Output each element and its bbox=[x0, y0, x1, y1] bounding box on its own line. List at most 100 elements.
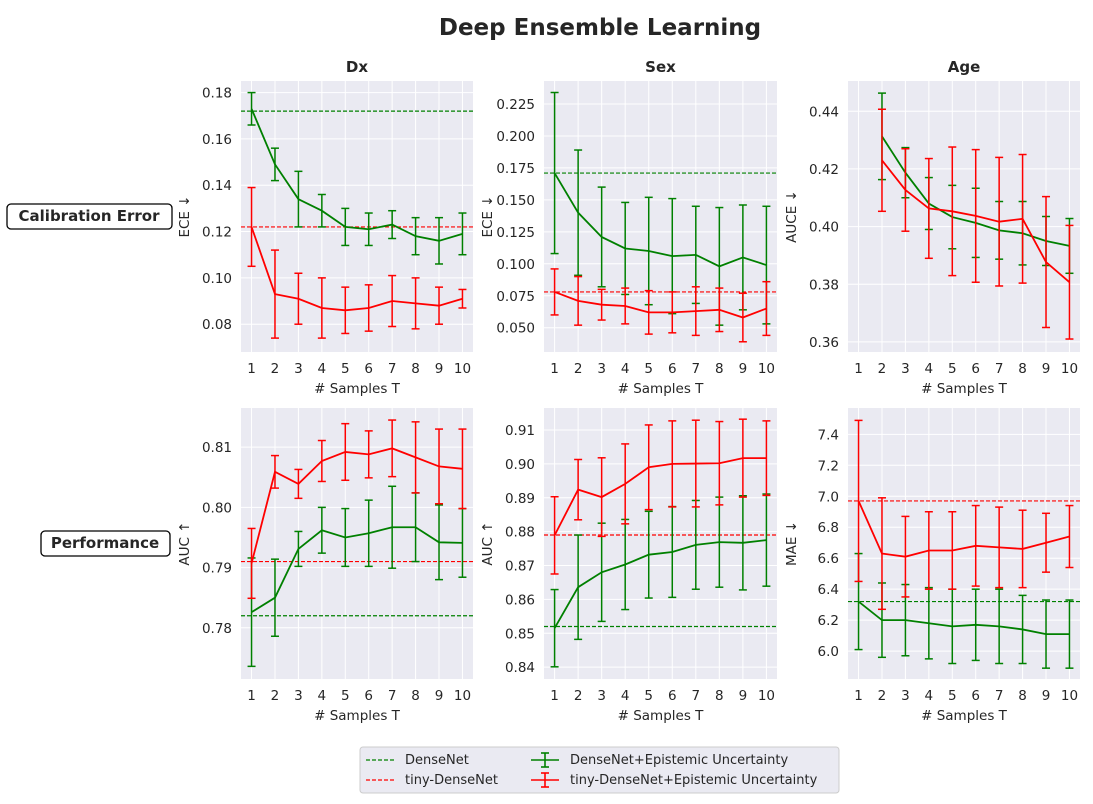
panel-dx-ece: 0.08 0.10 0.12 0.14 0.16 0.18 1 2 3 4 5 6 7 8 9 10 # Sam… bbox=[177, 58, 473, 397]
xtick-label-age-mae-9: 10 bbox=[1061, 688, 1078, 704]
ytick-label-dx-ece-0: 0.08 bbox=[202, 317, 232, 333]
y-axis-label-age-auce: AUCE ↓ bbox=[784, 190, 800, 243]
x-axis-label-dx-ece: # Samples T bbox=[314, 381, 401, 397]
panel-dx-auc: 0.78 0.79 0.80 0.81 1 2 3 4 5 6 7 8 9 10 # Samples T AU… bbox=[177, 408, 473, 724]
ytick-label-sex-ece-0: 0.050 bbox=[496, 321, 535, 337]
errorbar-sex-ece-densenet-eu-1 bbox=[550, 91, 559, 255]
legend-item-densenet-eu: DenseNet+Epistemic Uncertainty bbox=[531, 752, 788, 768]
legend-swatch-densenet-eu bbox=[531, 752, 559, 768]
x-axis-label-age-auce: # Samples T bbox=[921, 381, 1008, 397]
xtick-label-age-auce-1: 2 bbox=[878, 361, 887, 377]
xtick-label-age-mae-1: 2 bbox=[878, 688, 887, 704]
legend-item-tiny-densenet-eu: tiny-DenseNet+Epistemic Uncertainty bbox=[531, 772, 818, 788]
ytick-label-sex-ece-5: 0.175 bbox=[496, 161, 535, 177]
series-line-dx-ece-densenet-eu bbox=[250, 108, 463, 242]
legend-item-densenet: DenseNet bbox=[366, 753, 469, 768]
xtick-label-dx-auc-6: 7 bbox=[388, 688, 397, 704]
xtick-label-sex-auc-3: 4 bbox=[621, 688, 630, 704]
ytick-label-dx-ece-2: 0.12 bbox=[202, 225, 232, 241]
series-line-sex-auc-tiny-densenet-eu bbox=[553, 457, 767, 536]
xtick-label-dx-auc-3: 4 bbox=[318, 688, 327, 704]
panel-sex-ece: 0.050 0.075 0.100 0.125 0.150 0.175 0.200 0.225… bbox=[480, 58, 777, 397]
ytick-label-sex-ece-6: 0.200 bbox=[496, 129, 535, 145]
ytick-label-sex-auc-4: 0.88 bbox=[505, 525, 535, 541]
xtick-label-age-mae-2: 3 bbox=[901, 688, 910, 704]
panel-title-sex-ece: Sex bbox=[645, 58, 676, 76]
errorbar-age-mae-densenet-eu-10 bbox=[1065, 599, 1074, 669]
y-axis-label-sex-ece: ECE ↓ bbox=[480, 195, 496, 237]
panel-sex-auc: 0.84 0.85 0.86 0.87 0.88 0.89 0.90 0.91 1 2 3 4 5 6 7 8… bbox=[480, 408, 777, 724]
row-label-performance: Performance bbox=[40, 530, 171, 557]
ytick-label-sex-auc-2: 0.86 bbox=[505, 592, 535, 608]
xtick-label-dx-auc-1: 2 bbox=[271, 688, 280, 704]
xtick-label-dx-ece-1: 2 bbox=[271, 361, 280, 377]
y-axis-label-dx-auc: AUC ↑ bbox=[177, 521, 193, 565]
ytick-label-age-mae-5: 7.0 bbox=[818, 489, 839, 505]
xtick-label-dx-ece-9: 10 bbox=[454, 361, 471, 377]
ytick-label-age-mae-6: 7.2 bbox=[818, 458, 839, 474]
xtick-label-sex-ece-0: 1 bbox=[550, 361, 559, 377]
xtick-label-dx-ece-4: 5 bbox=[341, 361, 350, 377]
y-axis-label-sex-auc: AUC ↑ bbox=[480, 521, 496, 565]
ytick-label-dx-ece-1: 0.10 bbox=[202, 271, 232, 287]
series-line-dx-auc-tiny-densenet-eu bbox=[250, 447, 463, 564]
y-axis-label-age-mae: MAE ↓ bbox=[784, 521, 800, 566]
xtick-label-sex-ece-7: 8 bbox=[715, 361, 724, 377]
series-line-age-auce-tiny-densenet-eu bbox=[881, 159, 1071, 283]
xtick-label-dx-ece-7: 8 bbox=[411, 361, 420, 377]
ytick-label-dx-ece-4: 0.16 bbox=[202, 132, 232, 148]
errorbar-dx-auc-tiny-densenet-eu-1 bbox=[247, 527, 256, 600]
plot-area-dx-ece bbox=[241, 81, 473, 352]
xtick-label-age-mae-7: 8 bbox=[1018, 688, 1027, 704]
xtick-label-dx-ece-6: 7 bbox=[388, 361, 397, 377]
xtick-label-dx-ece-3: 4 bbox=[318, 361, 327, 377]
xtick-label-sex-ece-5: 6 bbox=[668, 361, 677, 377]
ytick-label-age-auce-4: 0.44 bbox=[809, 104, 839, 120]
ytick-label-sex-ece-4: 0.150 bbox=[496, 193, 535, 209]
series-line-dx-ece-tiny-densenet-eu bbox=[250, 226, 463, 312]
xtick-label-sex-auc-8: 9 bbox=[739, 688, 748, 704]
x-axis-label-age-mae: # Samples T bbox=[921, 708, 1008, 724]
xtick-label-sex-ece-9: 10 bbox=[758, 361, 775, 377]
ytick-label-sex-ece-1: 0.075 bbox=[496, 289, 535, 305]
panel-title-age-auce: Age bbox=[948, 58, 981, 76]
xtick-label-age-auce-6: 7 bbox=[995, 361, 1004, 377]
ytick-label-sex-ece-3: 0.125 bbox=[496, 225, 535, 241]
x-axis-label-sex-ece: # Samples T bbox=[618, 381, 705, 397]
xtick-label-age-auce-7: 8 bbox=[1018, 361, 1027, 377]
ytick-label-sex-auc-3: 0.87 bbox=[505, 559, 535, 575]
xtick-label-age-mae-3: 4 bbox=[925, 688, 934, 704]
legend-item-tiny-densenet: tiny-DenseNet bbox=[366, 773, 498, 788]
xtick-label-dx-auc-8: 9 bbox=[435, 688, 444, 704]
ytick-label-sex-auc-1: 0.85 bbox=[505, 626, 535, 642]
xtick-label-age-mae-8: 9 bbox=[1042, 688, 1051, 704]
xtick-label-sex-ece-2: 3 bbox=[597, 361, 606, 377]
ytick-label-sex-ece-7: 0.225 bbox=[496, 97, 535, 113]
errorbar-dx-ece-densenet-eu-10 bbox=[458, 212, 467, 256]
plot-area-sex-ece bbox=[544, 81, 777, 352]
xtick-label-age-auce-8: 9 bbox=[1042, 361, 1051, 377]
xtick-label-sex-ece-3: 4 bbox=[621, 361, 630, 377]
legend-frame bbox=[359, 746, 840, 794]
xtick-label-age-auce-9: 10 bbox=[1061, 361, 1078, 377]
ytick-label-sex-auc-0: 0.84 bbox=[505, 660, 535, 676]
xtick-label-age-mae-6: 7 bbox=[995, 688, 1004, 704]
xtick-label-age-mae-4: 5 bbox=[948, 688, 957, 704]
xtick-label-sex-auc-6: 7 bbox=[692, 688, 701, 704]
ytick-label-sex-auc-7: 0.91 bbox=[505, 423, 535, 439]
xtick-label-sex-auc-2: 3 bbox=[597, 688, 606, 704]
x-axis-label-sex-auc: # Samples T bbox=[618, 708, 705, 724]
xtick-label-dx-ece-2: 3 bbox=[294, 361, 303, 377]
errorbar-sex-ece-tiny-densenet-eu-10 bbox=[762, 280, 771, 337]
plot-area-age-auce bbox=[848, 81, 1080, 352]
xtick-label-sex-auc-1: 2 bbox=[574, 688, 583, 704]
ytick-label-age-mae-3: 6.6 bbox=[818, 551, 839, 567]
xtick-label-dx-auc-0: 1 bbox=[247, 688, 256, 704]
series-line-dx-auc-densenet-eu bbox=[251, 526, 463, 613]
ytick-label-dx-auc-2: 0.80 bbox=[202, 500, 232, 516]
xtick-label-dx-auc-7: 8 bbox=[411, 688, 420, 704]
ytick-label-age-mae-1: 6.2 bbox=[818, 613, 839, 629]
ytick-label-dx-auc-1: 0.79 bbox=[202, 561, 232, 577]
ytick-label-age-auce-0: 0.36 bbox=[809, 335, 839, 351]
